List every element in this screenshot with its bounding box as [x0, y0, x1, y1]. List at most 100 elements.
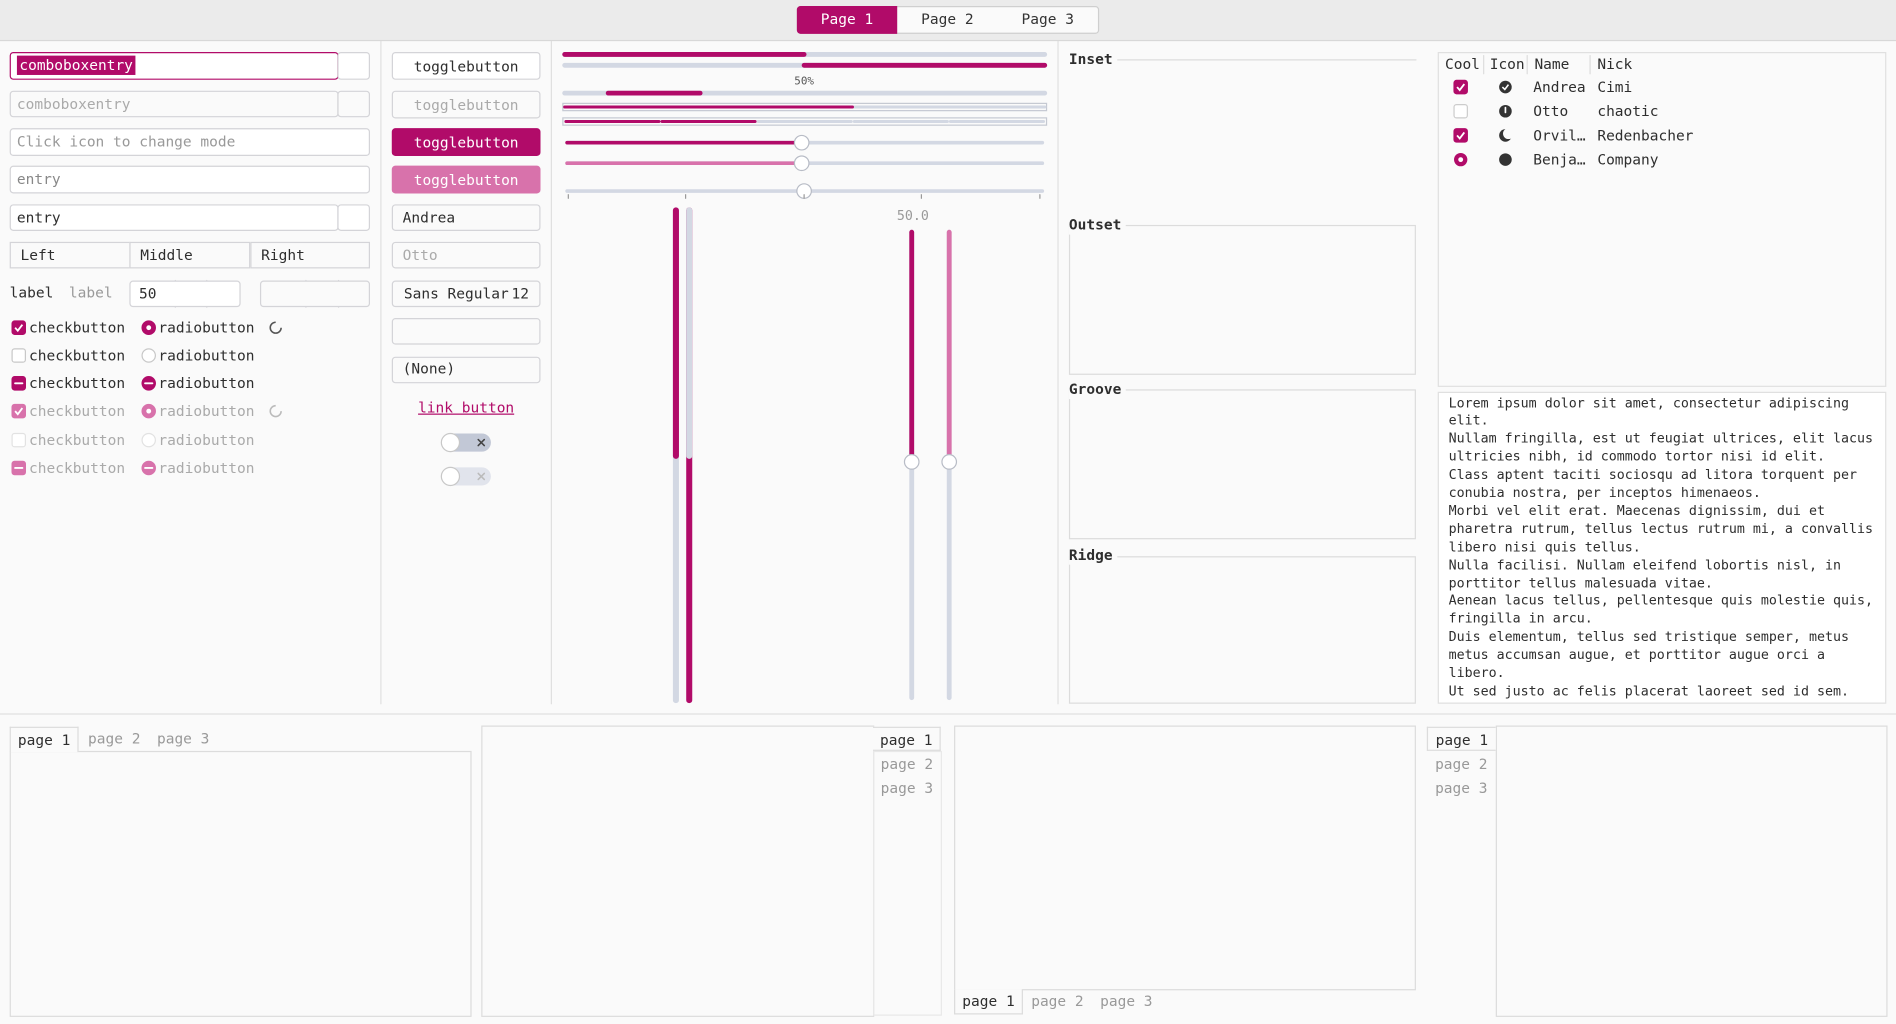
check-label: checkbutton: [29, 459, 126, 477]
text-line: conubia nostra, per inceptos himenaeos.: [1448, 484, 1761, 501]
entry-box[interactable]: [391, 356, 541, 384]
entry-box[interactable]: [391, 241, 541, 269]
entry-box[interactable]: [129, 280, 241, 308]
progress-label: 50%: [794, 76, 814, 89]
notebook-page: [481, 725, 875, 1017]
toggle-button[interactable]: togglebutton: [391, 128, 541, 156]
text-line: metus accumsan augue, et porttitor augue…: [1448, 647, 1825, 663]
checkbox: [11, 432, 26, 448]
entry-box[interactable]: [9, 90, 339, 118]
notebook-page: [9, 750, 472, 1017]
radio-dot: [146, 325, 152, 331]
entry-box[interactable]: [391, 318, 541, 345]
text-line: Morbi vel elit erat. Maecenas dignissim,…: [1448, 502, 1825, 519]
text-line: pharetra rutrum, tellus lectus rutrum mi…: [1448, 520, 1874, 537]
radio-label: radiobutton: [158, 319, 255, 337]
dropdown-label: Middle: [140, 246, 193, 264]
entry-box[interactable]: [129, 241, 251, 269]
placeholder: Click icon to change mode: [16, 133, 236, 150]
text-line: fringilla in arcu.: [1448, 610, 1593, 627]
toggle-button[interactable]: togglebutton: [391, 165, 541, 194]
switch-icon: [477, 472, 486, 481]
entry-box[interactable]: [259, 280, 371, 308]
tree-cell: chaotic: [1597, 102, 1659, 120]
frame: [1068, 224, 1416, 375]
spinner: [269, 404, 282, 418]
check-icon: [1456, 131, 1466, 140]
dropdown-label: Right: [261, 246, 305, 264]
column-header: Cool: [1444, 55, 1480, 73]
entry-box[interactable]: [250, 241, 371, 269]
spinner: [269, 321, 282, 334]
level-trough: [562, 117, 1048, 126]
tree-cell: Benja…: [1533, 151, 1586, 169]
text-line: ultricies nibh, id commodo tortor nisi i…: [1448, 448, 1825, 465]
tree-cell: Andrea: [1533, 78, 1586, 96]
text-line: porttitor tellus malesuada vitae.: [1448, 574, 1713, 591]
notebook-tab[interactable]: page 3: [880, 779, 934, 797]
frame: [1068, 389, 1416, 540]
entry-box[interactable]: [9, 165, 371, 194]
radio-label: radiobutton: [158, 347, 255, 364]
notebook-tab[interactable]: page 3: [1435, 779, 1488, 797]
font-size: 12: [511, 285, 529, 303]
slider-knob: [793, 155, 810, 172]
entry-box[interactable]: [9, 241, 131, 269]
header-tab[interactable]: Page 2: [921, 10, 974, 28]
radio-label: radiobutton: [158, 431, 255, 449]
header-tab[interactable]: Page 1: [796, 6, 898, 34]
notebook-page: [873, 750, 942, 1016]
notebook-tab[interactable]: page 1: [1426, 726, 1496, 751]
entry-text: entry: [16, 209, 61, 227]
tree-view: [1437, 51, 1887, 387]
entry-box[interactable]: [337, 90, 371, 118]
radio-dot: [146, 408, 152, 414]
notebook-tab[interactable]: page 3: [156, 730, 210, 748]
progress-trough: [562, 102, 1048, 112]
switch-knob: [440, 432, 461, 453]
checkbox: [1453, 128, 1468, 143]
radio: [141, 432, 156, 448]
notebook-tab[interactable]: page 1: [954, 989, 1023, 1015]
tree-cell: Otto: [1533, 102, 1569, 120]
frame-label: Outset: [1068, 215, 1127, 235]
toggle-button[interactable]: togglebutton: [391, 90, 541, 119]
text-line: Lorem ipsum dolor sit amet, consectetur …: [1448, 394, 1850, 411]
row-icon: [1503, 128, 1514, 140]
notebook-tab[interactable]: page 2: [88, 730, 141, 748]
checkbox: [11, 348, 26, 363]
switch-icon: [477, 438, 486, 447]
column-header: Nick: [1597, 55, 1633, 73]
notebook-tab[interactable]: page 1: [873, 726, 941, 751]
combo-label: Andrea: [402, 209, 456, 227]
entry-box[interactable]: [337, 204, 371, 231]
header-tab[interactable]: Page 3: [1021, 10, 1074, 28]
dropdown-label: Left: [20, 246, 56, 264]
notebook-tab[interactable]: page 2: [1031, 992, 1084, 1010]
notebook-tab[interactable]: page 3: [1100, 992, 1153, 1010]
tree-cell: Redenbacher: [1597, 126, 1694, 144]
tree-cell: Cimi: [1597, 78, 1633, 96]
tree-cell: Orvil…: [1533, 126, 1586, 144]
link-button[interactable]: link button: [418, 399, 515, 416]
entry-text: entry: [16, 170, 61, 188]
font-name: Sans Regular: [403, 285, 509, 303]
entry-box[interactable]: [391, 204, 541, 231]
frame-label: Inset: [1068, 49, 1118, 69]
frame-label: Ridge: [1068, 545, 1118, 565]
entry-box[interactable]: [337, 51, 371, 80]
notebook-tab[interactable]: page 2: [880, 755, 934, 773]
notebook-tab[interactable]: page 2: [1435, 755, 1488, 773]
notebook-tab[interactable]: page 1: [9, 726, 79, 753]
entry-box[interactable]: [9, 128, 371, 156]
frame: [1068, 70, 1416, 210]
toggle-button[interactable]: togglebutton: [391, 51, 541, 80]
radio-label: radiobutton: [158, 459, 255, 477]
entry-box[interactable]: [391, 280, 541, 308]
combo-entry: comboboxentry: [16, 95, 131, 113]
entry-box[interactable]: [9, 204, 339, 231]
check-icon: [1456, 83, 1466, 92]
slider-knob: [941, 454, 958, 470]
